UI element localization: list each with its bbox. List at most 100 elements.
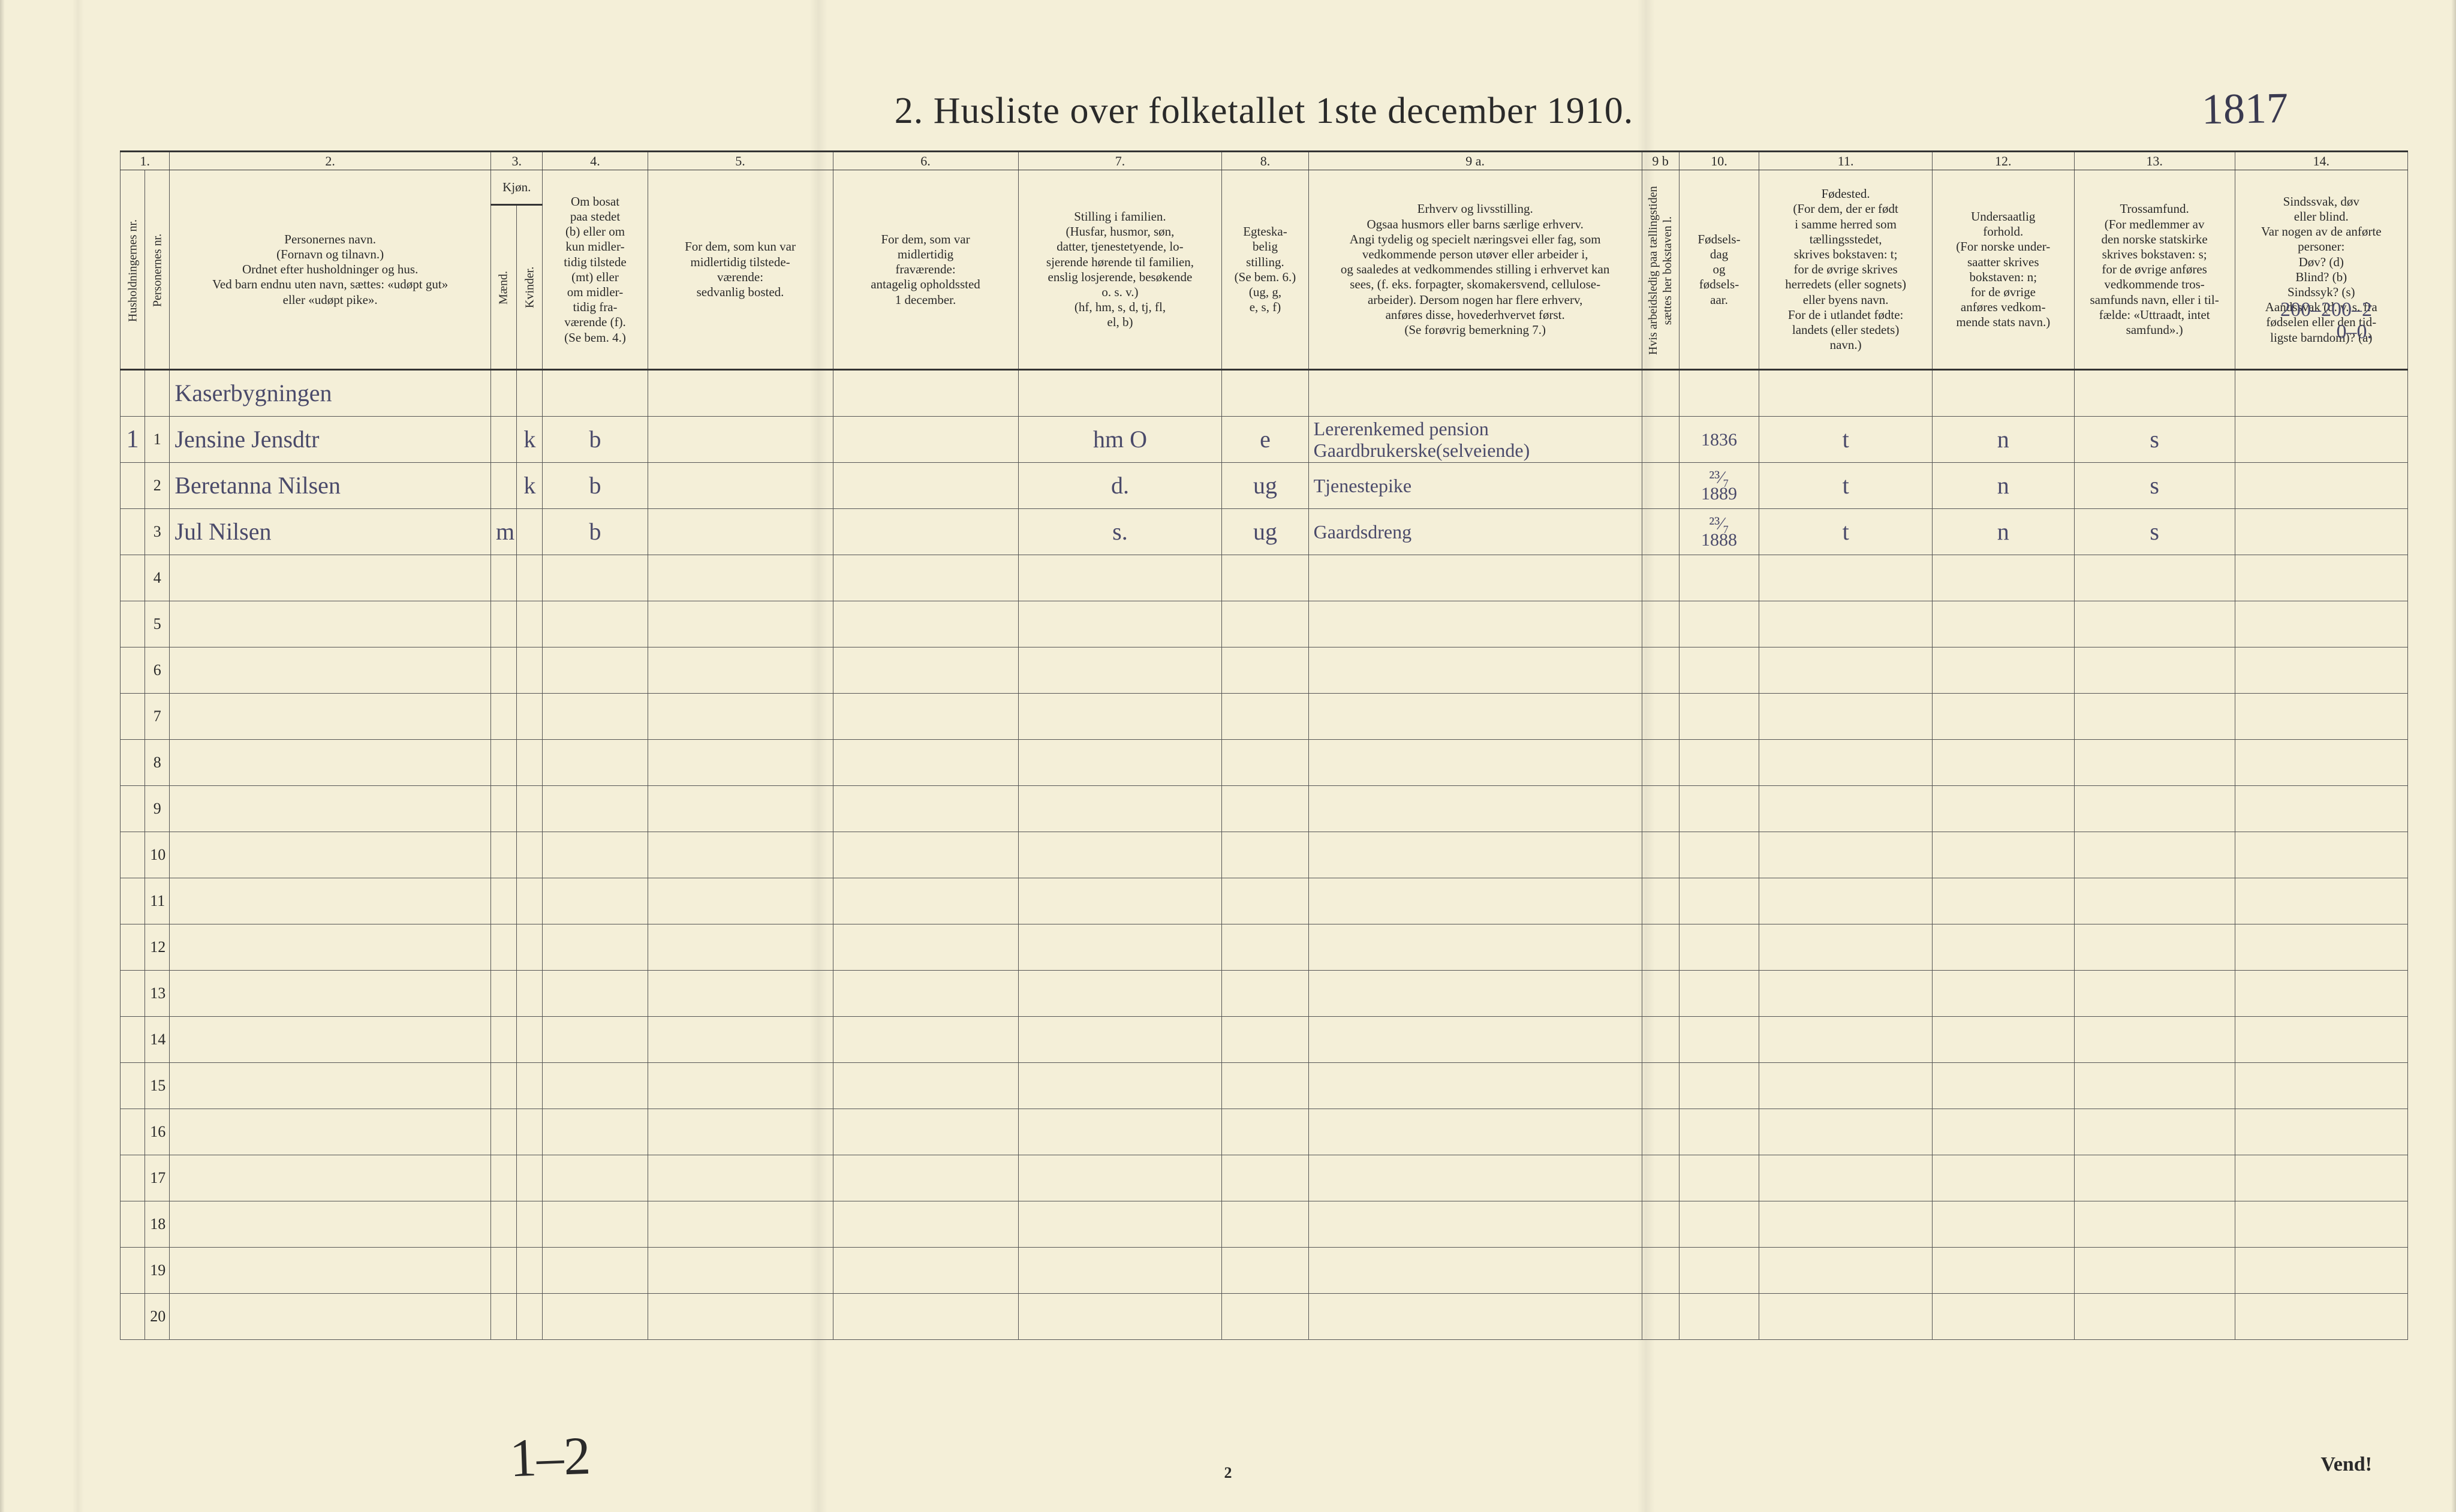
cell-empty	[1759, 971, 1932, 1017]
turn-page-label: Vend!	[2320, 1453, 2372, 1476]
cell-empty	[1018, 832, 1222, 878]
cell-household-nr	[121, 370, 145, 417]
colnum: 3.	[490, 152, 543, 170]
cell-empty	[543, 924, 648, 971]
cell-empty	[490, 1294, 516, 1340]
cell-disability	[2235, 417, 2408, 463]
cell-family-pos: s.	[1018, 509, 1222, 555]
cell-empty	[1308, 1017, 1642, 1063]
cell-empty	[1308, 1155, 1642, 1201]
cell-disability	[2235, 370, 2408, 417]
cell-empty	[2074, 740, 2235, 786]
cell-person-nr: 3	[145, 509, 170, 555]
cell-empty	[648, 1201, 833, 1248]
cell-household-nr	[121, 647, 145, 694]
cell-marital	[1222, 370, 1308, 417]
cell-empty	[648, 971, 833, 1017]
cell-household-nr	[121, 1017, 145, 1063]
cell-empty	[2235, 1294, 2408, 1340]
cell-empty	[543, 647, 648, 694]
cell-household-nr: 1	[121, 417, 145, 463]
cell-empty	[1759, 786, 1932, 832]
cell-birthplace	[1759, 370, 1932, 417]
cell-empty	[1642, 601, 1679, 647]
table-row: 11Jensine Jensdtrkbhm OeLererenkemed pen…	[121, 417, 2408, 463]
cell-empty	[490, 924, 516, 971]
colnum: 1.	[121, 152, 170, 170]
cell-empty	[517, 555, 543, 601]
cell-male: m	[490, 509, 516, 555]
col-female: Kvinder.	[517, 205, 543, 370]
col-occupation: Erhverv og livsstilling. Ogsaa husmors e…	[1308, 170, 1642, 370]
cell-empty	[490, 1155, 516, 1201]
cell-empty	[170, 1248, 491, 1294]
cell-empty	[1222, 1155, 1308, 1201]
cell-female: k	[517, 463, 543, 509]
cell-empty	[517, 1248, 543, 1294]
cell-unemployed	[1642, 509, 1679, 555]
col-birth: Fødsels- dag og fødsels- aar.	[1679, 170, 1759, 370]
cell-empty	[1932, 694, 2074, 740]
cell-empty	[1018, 1201, 1222, 1248]
colnum: 13.	[2074, 152, 2235, 170]
cell-empty	[2074, 1155, 2235, 1201]
cell-empty	[1679, 555, 1759, 601]
cell-empty	[1308, 694, 1642, 740]
cell-empty	[2235, 832, 2408, 878]
cell-empty	[1222, 694, 1308, 740]
cell-empty	[1018, 924, 1222, 971]
cell-empty	[833, 1017, 1018, 1063]
cell-household-nr	[121, 463, 145, 509]
cell-empty	[1308, 740, 1642, 786]
cell-empty	[1759, 1109, 1932, 1155]
cell-empty	[1679, 1294, 1759, 1340]
cell-family-pos: hm O	[1018, 417, 1222, 463]
colnum: 11.	[1759, 152, 1932, 170]
col-sex: Kjøn.	[490, 170, 543, 205]
table-row-empty: 15	[121, 1063, 2408, 1109]
col-person-nr: Personernes nr.	[145, 170, 170, 370]
cell-person-nr: 13	[145, 971, 170, 1017]
cell-empty	[1222, 971, 1308, 1017]
cell-empty	[2074, 555, 2235, 601]
cell-empty	[1759, 694, 1932, 740]
cell-empty	[1679, 1017, 1759, 1063]
table-row-empty: 17	[121, 1155, 2408, 1201]
cell-female	[517, 509, 543, 555]
table-row: Kaserbygningen	[121, 370, 2408, 417]
cell-person-nr: 6	[145, 647, 170, 694]
cell-household-nr	[121, 1201, 145, 1248]
cell-empty	[1018, 1155, 1222, 1201]
cell-person-nr: 7	[145, 694, 170, 740]
cell-empty	[833, 601, 1018, 647]
cell-temp-present	[648, 463, 833, 509]
cell-empty	[1018, 555, 1222, 601]
cell-empty	[833, 971, 1018, 1017]
cell-empty	[833, 832, 1018, 878]
table-row-empty: 10	[121, 832, 2408, 878]
cell-empty	[1679, 786, 1759, 832]
cell-empty	[1222, 555, 1308, 601]
cell-empty	[170, 740, 491, 786]
col-family-position: Stilling i familien. (Husfar, husmor, sø…	[1018, 170, 1222, 370]
cell-empty	[833, 1248, 1018, 1294]
cell-empty	[1642, 924, 1679, 971]
cell-religion: s	[2074, 417, 2235, 463]
cell-empty	[1222, 832, 1308, 878]
cell-empty	[2235, 1155, 2408, 1201]
cell-residence: b	[543, 463, 648, 509]
cell-empty	[1932, 1248, 2074, 1294]
table-body: Kaserbygningen11Jensine Jensdtrkbhm OeLe…	[121, 370, 2408, 1340]
cell-unemployed	[1642, 370, 1679, 417]
cell-empty	[1222, 878, 1308, 924]
cell-empty	[1308, 1201, 1642, 1248]
colnum: 10.	[1679, 152, 1759, 170]
cell-unemployed	[1642, 417, 1679, 463]
cell-nationality: n	[1932, 417, 2074, 463]
cell-empty	[517, 694, 543, 740]
cell-empty	[833, 924, 1018, 971]
col-residence: Om bosat paa stedet (b) eller om kun mid…	[543, 170, 648, 370]
cell-marital: ug	[1222, 509, 1308, 555]
cell-household-nr	[121, 740, 145, 786]
page-title: 2. Husliste over folketallet 1ste decemb…	[120, 90, 2408, 132]
